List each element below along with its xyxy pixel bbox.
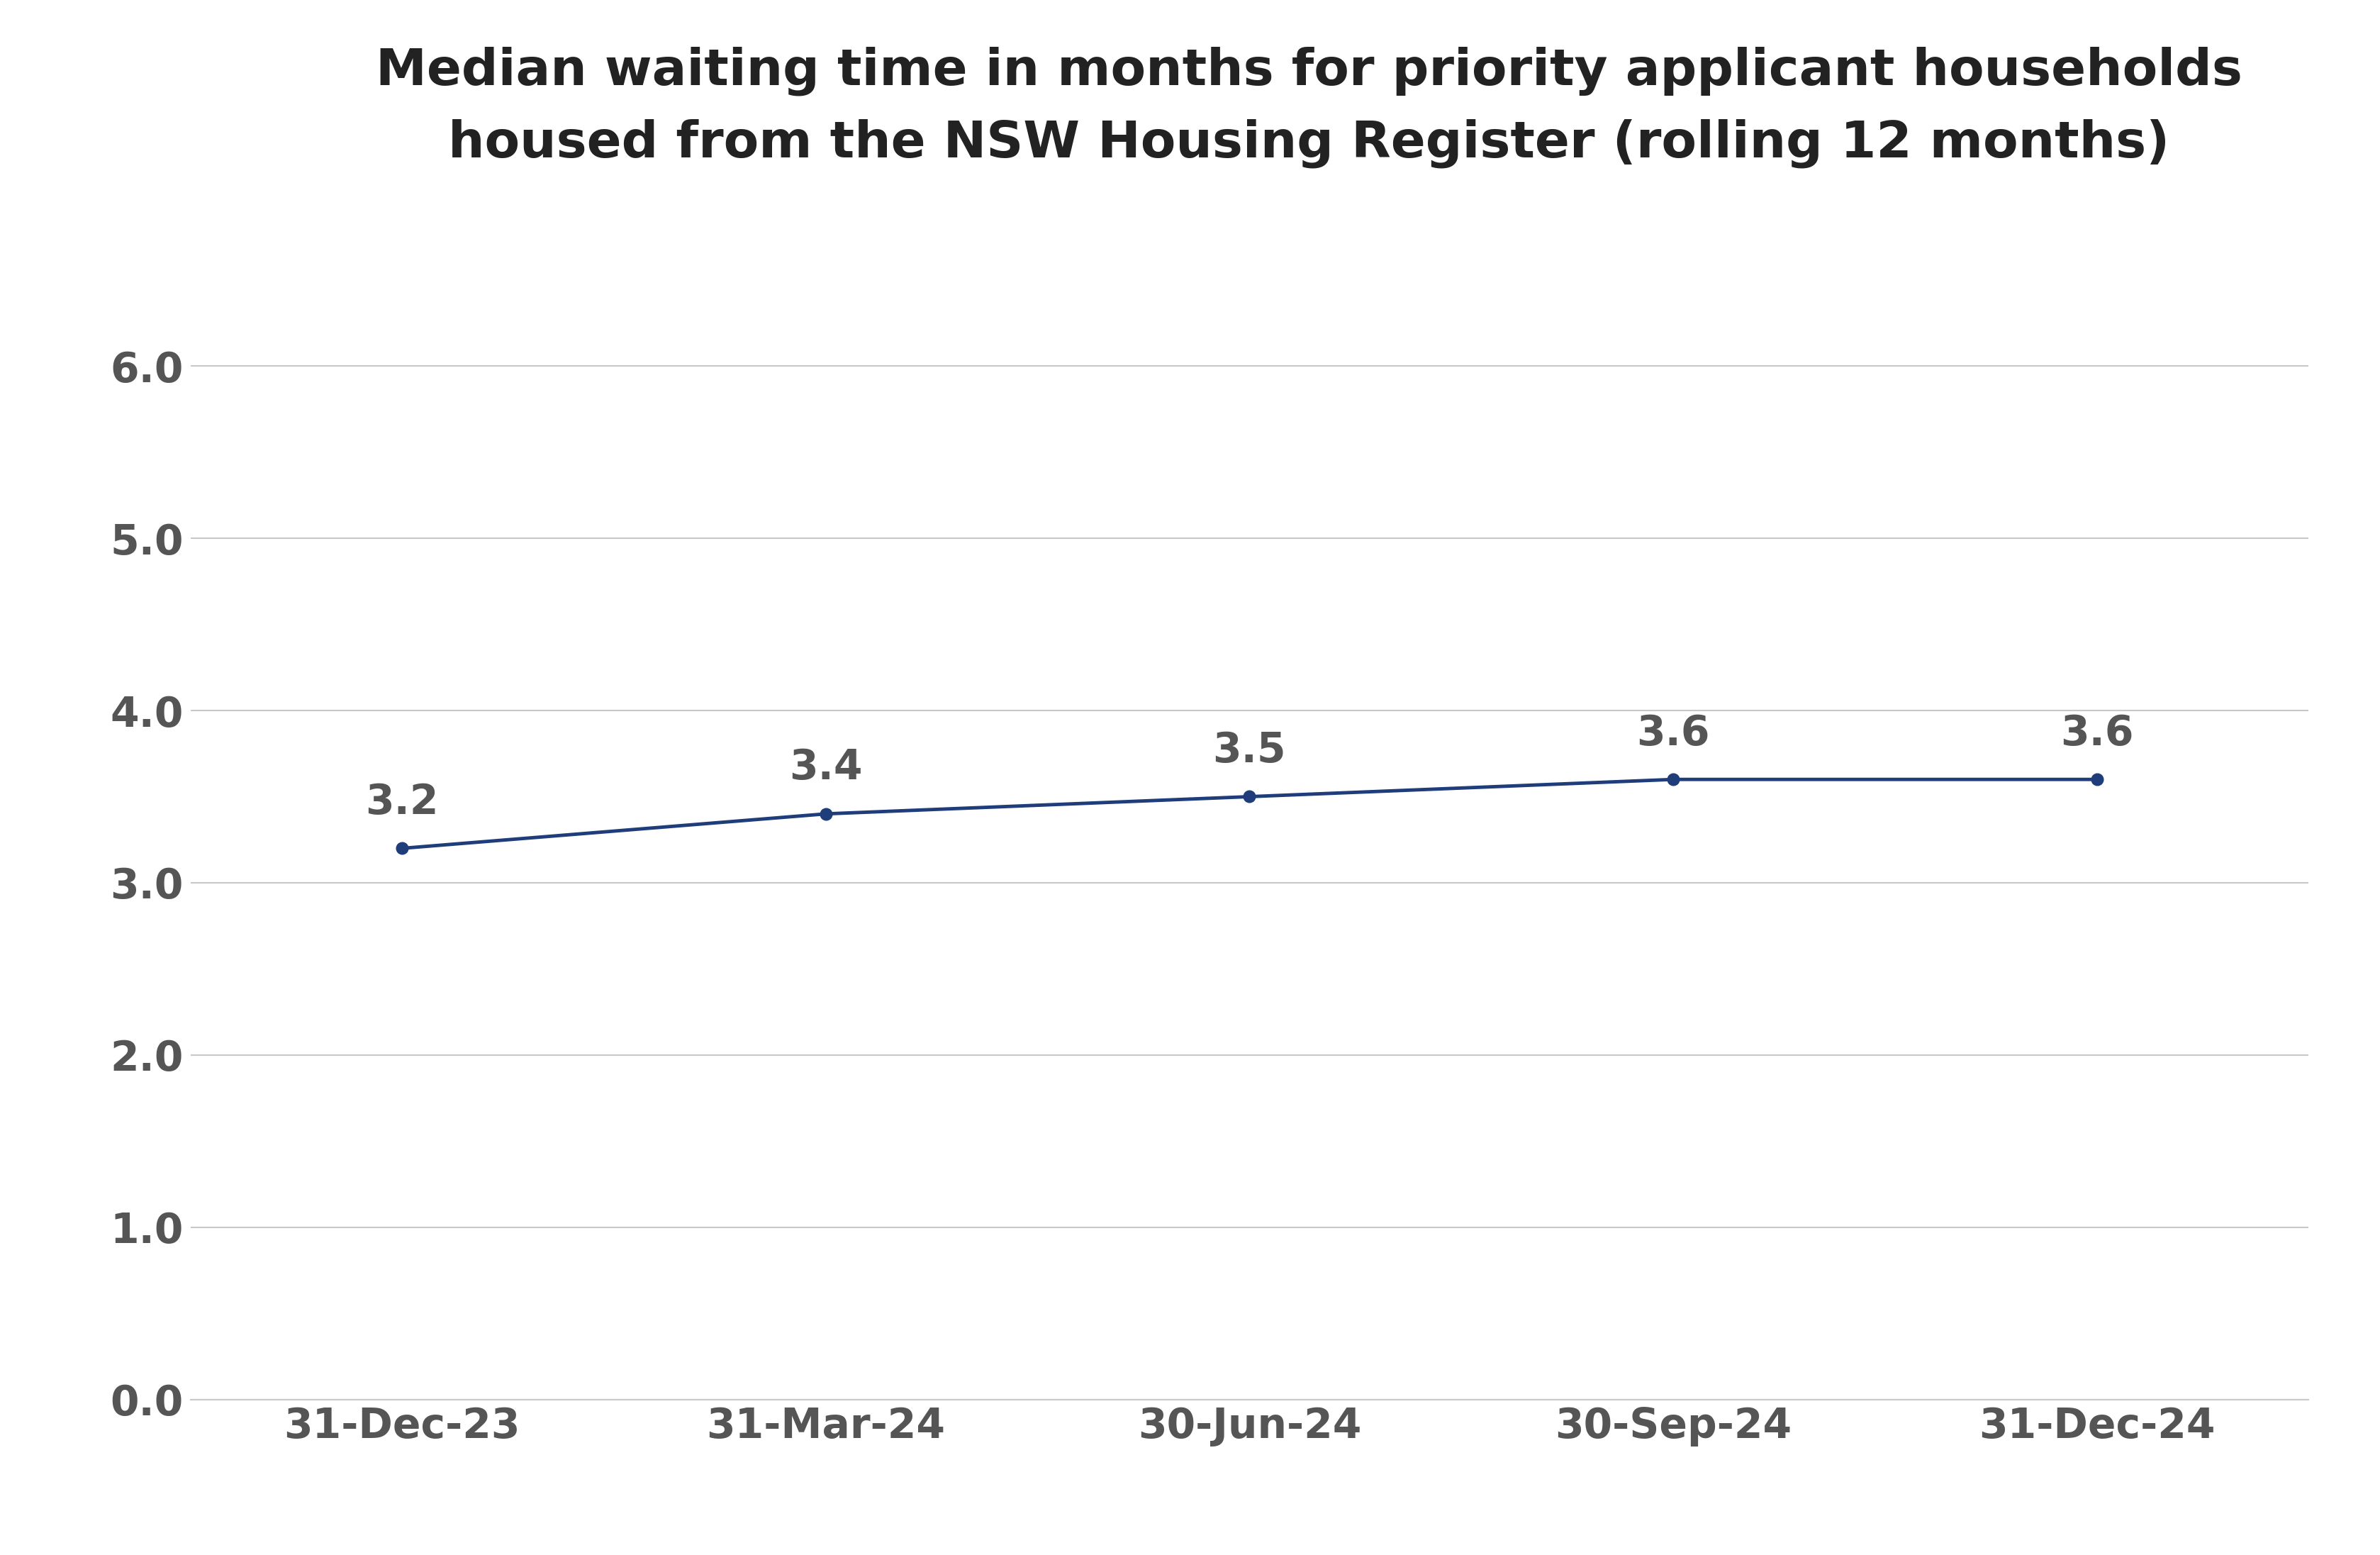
Text: 3.4: 3.4 [790, 748, 862, 788]
Text: 3.6: 3.6 [1637, 714, 1709, 754]
Text: 3.5: 3.5 [1214, 731, 1285, 771]
Text: 3.6: 3.6 [2061, 714, 2132, 754]
Text: Median waiting time in months for priority applicant households
housed from the : Median waiting time in months for priori… [376, 47, 2242, 168]
Text: 3.2: 3.2 [367, 782, 438, 823]
